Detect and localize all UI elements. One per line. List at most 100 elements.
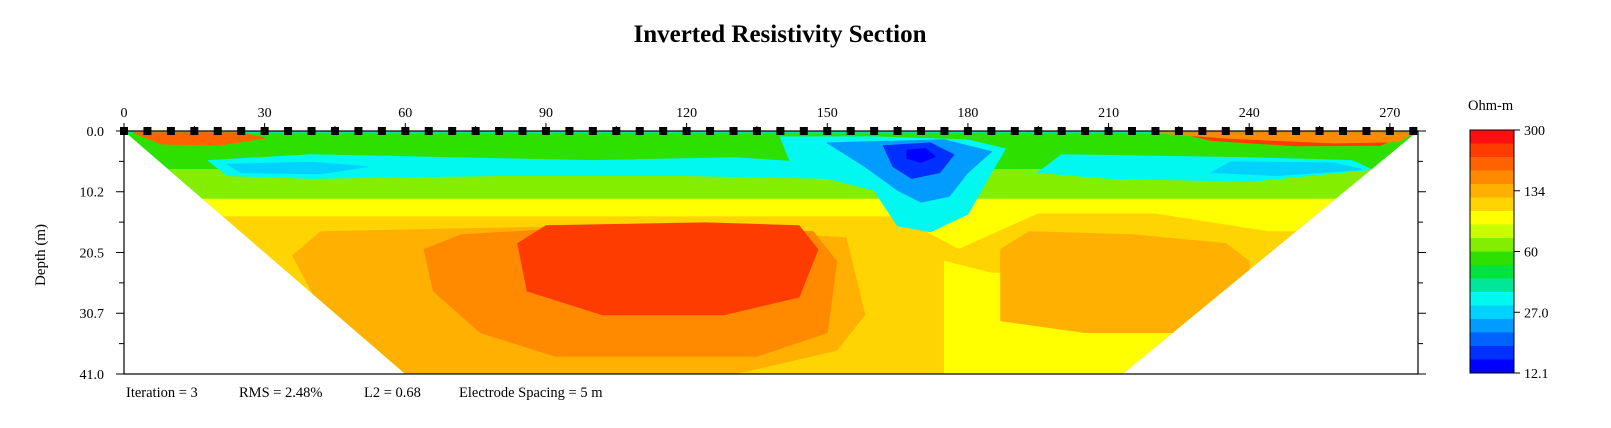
electrode-marker (1338, 127, 1347, 135)
electrode-marker (377, 127, 386, 135)
colorbar: Ohm-m 300 134 60 27.0 12.1 (1468, 98, 1549, 382)
resistivity-section (124, 131, 1418, 374)
colorbar-bands (1470, 130, 1514, 374)
electrode-marker (588, 127, 597, 135)
electrode-marker (1385, 127, 1394, 135)
electrode-marker (166, 127, 175, 135)
y-axis: 0.0 10.2 20.5 30.7 41.0 (80, 125, 1426, 383)
electrode-marker (917, 127, 926, 135)
electrode-marker (354, 127, 363, 135)
electrode-marker (448, 127, 457, 135)
electrode-marker (729, 127, 738, 135)
electrode-marker (940, 127, 949, 135)
x-tick-label: 0 (121, 106, 128, 121)
electrode-markers (120, 127, 1418, 135)
footer-electrode-spacing: Electrode Spacing = 5 m (459, 385, 603, 401)
electrode-marker (987, 127, 996, 135)
electrode-marker (330, 127, 339, 135)
colorbar-band (1470, 359, 1514, 374)
y-axis-label: Depth (m) (33, 224, 49, 286)
inversion-footer: Iteration = 3 RMS = 2.48% L2 = 0.68 Elec… (126, 385, 603, 401)
y-tick-label: 20.5 (80, 247, 105, 262)
colorbar-band (1470, 238, 1514, 252)
electrode-marker (1409, 127, 1418, 135)
electrode-marker (1151, 127, 1160, 135)
electrode-marker (752, 127, 761, 135)
x-tick-label: 30 (258, 106, 272, 121)
electrode-marker (635, 127, 644, 135)
electrode-marker (1268, 127, 1277, 135)
y-tick-label: 10.2 (80, 185, 105, 200)
electrode-marker (1104, 127, 1113, 135)
colorbar-label: 134 (1524, 185, 1545, 200)
electrode-marker (799, 127, 808, 135)
electrode-marker (893, 127, 902, 135)
electrode-marker (143, 127, 152, 135)
x-axis: 0 30 60 90 120 150 180 210 240 270 (121, 106, 1400, 131)
electrode-marker (1362, 127, 1371, 135)
x-tick-label: 270 (1379, 106, 1400, 121)
electrode-marker (1128, 127, 1137, 135)
colorbar-band (1470, 211, 1514, 225)
colorbar-band (1470, 292, 1514, 306)
electrode-marker (424, 127, 433, 135)
electrode-marker (1315, 127, 1324, 135)
electrode-marker (284, 127, 293, 135)
x-tick-label: 180 (957, 106, 978, 121)
colorbar-labels: 300 134 60 27.0 12.1 (1514, 124, 1549, 382)
electrode-marker (518, 127, 527, 135)
region-blue-left-lens (226, 161, 369, 175)
colorbar-band (1470, 265, 1514, 279)
colorbar-band (1470, 332, 1514, 347)
x-tick-label: 150 (817, 106, 838, 121)
electrode-marker (870, 127, 879, 135)
x-tick-label: 210 (1098, 106, 1119, 121)
footer-l2: L2 = 0.68 (364, 385, 421, 401)
region-navy-central (906, 148, 936, 163)
colorbar-band (1470, 157, 1514, 171)
electrode-marker (1245, 127, 1254, 135)
electrode-marker (190, 127, 199, 135)
footer-iteration: Iteration = 3 (126, 385, 198, 401)
electrode-marker (1198, 127, 1207, 135)
electrode-marker (706, 127, 715, 135)
electrode-marker (260, 127, 269, 135)
electrode-marker (471, 127, 480, 135)
colorbar-band (1470, 130, 1514, 144)
colorbar-band (1470, 197, 1514, 212)
electrode-marker (612, 127, 621, 135)
y-tick-label: 30.7 (80, 307, 105, 322)
colorbar-band (1470, 319, 1514, 333)
region-red-surface-left (132, 132, 266, 146)
colorbar-label: 27.0 (1524, 306, 1549, 321)
electrode-marker (776, 127, 785, 135)
electrode-marker (1034, 127, 1043, 135)
electrode-marker (1057, 127, 1066, 135)
colorbar-label: 300 (1524, 124, 1545, 139)
electrode-marker (1221, 127, 1230, 135)
electrode-marker (659, 127, 668, 135)
colorbar-band (1470, 224, 1514, 239)
x-tick-label: 60 (398, 106, 412, 121)
electrode-marker (307, 127, 316, 135)
colorbar-band (1470, 251, 1514, 266)
electrode-marker (565, 127, 574, 135)
electrode-marker (1081, 127, 1090, 135)
electrode-marker (682, 127, 691, 135)
colorbar-label: 60 (1524, 246, 1538, 261)
colorbar-band (1470, 184, 1514, 198)
region-blue-right-lens (1211, 161, 1363, 176)
electrode-marker (963, 127, 972, 135)
region-orange-right (1000, 231, 1250, 333)
colorbar-band (1470, 170, 1514, 185)
x-tick-label: 90 (539, 106, 553, 121)
footer-rms: RMS = 2.48% (239, 385, 323, 401)
colorbar-band (1470, 346, 1514, 360)
colorbar-label: 12.1 (1524, 367, 1549, 382)
electrode-marker (237, 127, 246, 135)
colorbar-band (1470, 143, 1514, 158)
region-red-core (517, 222, 819, 316)
chart-title: Inverted Resistivity Section (633, 21, 926, 48)
x-tick-label: 120 (676, 106, 697, 121)
x-tick-label: 240 (1239, 106, 1260, 121)
